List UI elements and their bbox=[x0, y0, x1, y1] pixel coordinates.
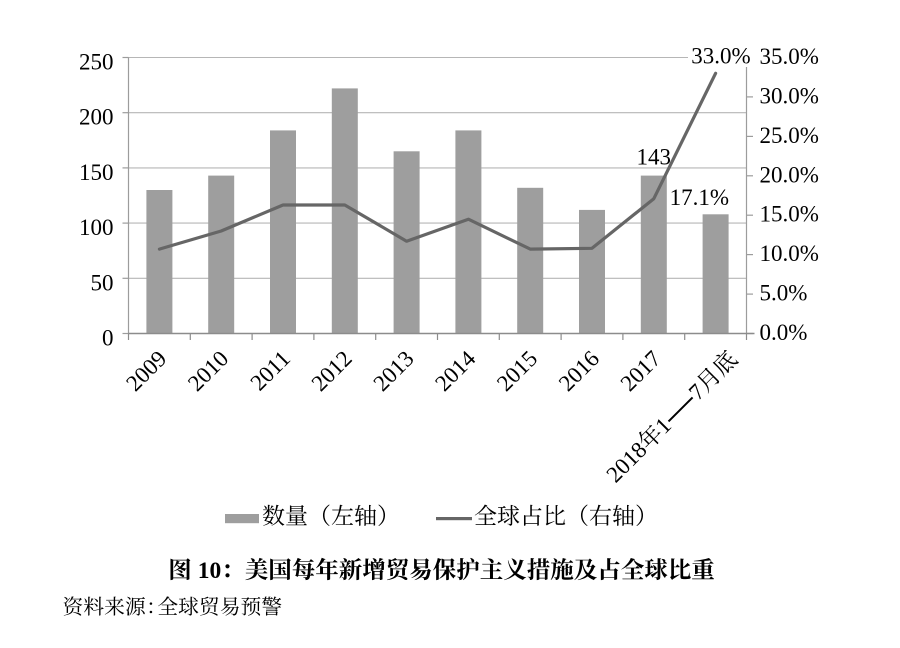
svg-text:250: 250 bbox=[79, 50, 114, 75]
svg-text:200: 200 bbox=[79, 105, 114, 130]
svg-text:0: 0 bbox=[102, 326, 114, 351]
svg-text:17.1%: 17.1% bbox=[670, 185, 729, 210]
svg-text:5.0%: 5.0% bbox=[760, 281, 808, 306]
svg-text:10: 10 bbox=[198, 558, 222, 584]
svg-text:25.0%: 25.0% bbox=[760, 123, 819, 148]
svg-text:100: 100 bbox=[79, 215, 114, 240]
svg-text:50: 50 bbox=[91, 270, 114, 295]
svg-text:150: 150 bbox=[79, 160, 114, 185]
svg-text:33.0%: 33.0% bbox=[691, 44, 750, 69]
svg-text:20.0%: 20.0% bbox=[760, 162, 819, 187]
svg-text:10.0%: 10.0% bbox=[760, 241, 819, 266]
svg-text:143: 143 bbox=[637, 145, 672, 170]
svg-text:0.0%: 0.0% bbox=[760, 320, 808, 345]
svg-text:15.0%: 15.0% bbox=[760, 202, 819, 227]
svg-text:35.0%: 35.0% bbox=[760, 44, 819, 69]
svg-text:30.0%: 30.0% bbox=[760, 83, 819, 108]
